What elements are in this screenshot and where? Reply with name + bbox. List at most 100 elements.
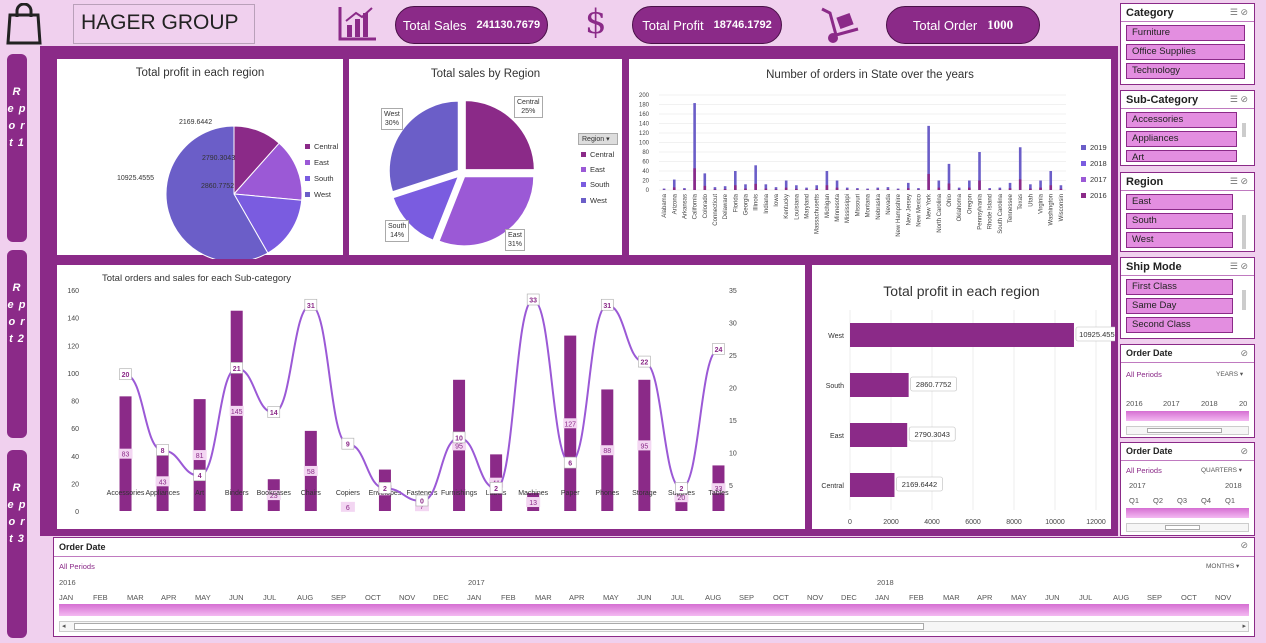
region-filter-button[interactable]: Region ▾ xyxy=(578,133,618,145)
scrollbar[interactable] xyxy=(1242,290,1246,310)
report3-button[interactable]: R e p o r t 3 xyxy=(7,450,27,638)
slicer-ship-mode[interactable]: Ship Mode ☰ ⊘ First Class Same Day Secon… xyxy=(1120,257,1255,339)
multiselect-clear-icons[interactable]: ☰ ⊘ xyxy=(1229,7,1248,17)
timeline-month: APR xyxy=(161,593,177,602)
timeline-bar[interactable] xyxy=(59,604,1249,616)
bar-value-label: 20 xyxy=(678,495,686,502)
clear-filter-icon[interactable]: ⊘ xyxy=(1240,348,1248,358)
timeline-level[interactable]: QUARTERS ▾ xyxy=(1201,467,1243,474)
bar-value-label: 7 xyxy=(420,504,424,511)
slicer-item[interactable]: Same Day xyxy=(1126,298,1233,314)
bar-value-label: 6 xyxy=(346,505,350,512)
x-tick-label: Storage xyxy=(632,490,657,497)
line-value-label: 6 xyxy=(568,461,572,468)
slicer-item[interactable]: First Class xyxy=(1126,279,1233,295)
hand-truck-icon xyxy=(818,5,864,45)
slicer-item[interactable]: West xyxy=(1126,232,1233,248)
profit-pie-panel: Total profit in each region Central East… xyxy=(55,57,345,259)
report1-button[interactable]: R e p o r t 1 xyxy=(7,54,27,242)
multiselect-clear-icons[interactable]: ☰ ⊘ xyxy=(1229,176,1248,186)
pie-label-east: 2790.3043 xyxy=(202,155,236,162)
kpi-value: 18746.1792 xyxy=(713,19,772,31)
line-value-label: 2 xyxy=(383,486,387,493)
scroll-thumb[interactable] xyxy=(74,623,924,630)
bar-illinois xyxy=(754,165,757,190)
bar-value-label: 95 xyxy=(455,443,463,450)
slicer-region[interactable]: Region ☰ ⊘ East South West xyxy=(1120,172,1255,252)
y-right-tick: 20 xyxy=(729,386,737,393)
timeline-level[interactable]: MONTHS ▾ xyxy=(1206,563,1240,570)
timeline-month: OCT xyxy=(1181,593,1197,602)
bar-wisconsin xyxy=(1059,185,1063,190)
bar-value-label: 43 xyxy=(159,479,167,486)
timeline-tick: Q4 xyxy=(1201,496,1212,505)
slicer-item[interactable]: East xyxy=(1126,194,1233,210)
slicer-item[interactable]: South xyxy=(1126,213,1233,229)
y-tick-label: 120 xyxy=(639,131,650,137)
bar-west xyxy=(850,323,1074,347)
scroll-right-icon[interactable]: ▸ xyxy=(1242,623,1246,630)
bar-florida xyxy=(734,171,737,190)
timeline-month: SEP xyxy=(739,593,755,602)
timeline-years[interactable]: Order Date ⊘ All Periods YEARS ▾ 2016 20… xyxy=(1120,344,1255,438)
timeline-period: All Periods xyxy=(1126,370,1162,379)
multiselect-clear-icons[interactable]: ☰ ⊘ xyxy=(1229,94,1248,104)
chart-title: Total profit in each region xyxy=(135,67,265,79)
timeline-month: OCT xyxy=(773,593,789,602)
bar-massachusetts xyxy=(815,185,819,190)
slicer-item[interactable]: Art xyxy=(1126,150,1237,163)
timeline-scrollbar[interactable]: ◂ ▸ xyxy=(59,621,1249,632)
pie-label-west: 10925.4555 xyxy=(117,175,154,182)
line-value-label: 22 xyxy=(640,360,648,367)
x-tick-label: Utah xyxy=(1028,194,1034,207)
bar-delaware xyxy=(723,186,727,190)
timeline-period: All Periods xyxy=(1126,466,1162,475)
slicer-item[interactable]: Appliances xyxy=(1126,131,1237,147)
bar-value-label: 23 xyxy=(270,493,278,500)
timeline-bar[interactable] xyxy=(1126,411,1249,421)
x-tick-label: New Mexico xyxy=(916,193,922,226)
slicer-item[interactable]: Office Supplies xyxy=(1126,44,1245,60)
x-tick-label: Virginia xyxy=(1039,193,1045,214)
kpi-value: 1000 xyxy=(987,17,1014,32)
y-tick-label: 180 xyxy=(639,103,650,109)
timeline-month: JUN xyxy=(1045,593,1060,602)
timeline-scrollbar[interactable] xyxy=(1126,523,1249,532)
report2-button[interactable]: R e p o r t 2 xyxy=(7,250,27,438)
y-right-tick: 25 xyxy=(729,353,737,360)
timeline-quarters[interactable]: Order Date ⊘ All Periods QUARTERS ▾ 2017… xyxy=(1120,442,1255,536)
clear-filter-icon[interactable]: ⊘ xyxy=(1240,540,1248,550)
scrollbar[interactable] xyxy=(1242,215,1246,249)
timeline-scrollbar[interactable] xyxy=(1126,426,1249,435)
timeline-month: NOV xyxy=(807,593,824,602)
kpi-label: Total Sales xyxy=(402,17,467,33)
subcategory-panel: Total orders and sales for each Sub-cate… xyxy=(55,263,807,531)
legend-item-2018: 2018 xyxy=(1081,159,1107,168)
x-tick-label: Accessories xyxy=(107,490,145,497)
timeline-level[interactable]: YEARS ▾ xyxy=(1216,371,1244,378)
bar-kentucky xyxy=(784,180,788,190)
scroll-left-icon[interactable]: ◂ xyxy=(62,623,66,630)
timeline-month: FEB xyxy=(909,593,924,602)
slicer-subcategory[interactable]: Sub-Category ☰ ⊘ Accessories Appliances … xyxy=(1120,90,1255,166)
bar-value-label: 83 xyxy=(122,452,130,459)
multiselect-clear-icons[interactable]: ☰ ⊘ xyxy=(1229,261,1248,271)
timeline-month: AUG xyxy=(297,593,314,602)
x-tick-label: New Hampshire xyxy=(896,193,902,236)
bar-missouri xyxy=(856,188,859,190)
pie-slice-east xyxy=(437,175,536,248)
slicer-item[interactable]: Furniture xyxy=(1126,25,1245,41)
x-tick-label: Tennessee xyxy=(1008,193,1014,223)
scrollbar[interactable] xyxy=(1242,123,1246,137)
x-tick-label: Washington xyxy=(1049,194,1055,225)
slicer-category[interactable]: Category ☰ ⊘ Furniture Office Supplies T… xyxy=(1120,3,1255,85)
timeline-month: JUL xyxy=(263,593,277,602)
slicer-item[interactable]: Technology xyxy=(1126,63,1245,79)
slicer-item[interactable]: Second Class xyxy=(1126,317,1233,333)
timeline-bar[interactable] xyxy=(1126,508,1249,518)
timeline-months[interactable]: Order Date ⊘ All Periods MONTHS ▾ 2016 2… xyxy=(53,537,1255,637)
slicer-item[interactable]: Accessories xyxy=(1126,112,1237,128)
timeline-month: APR xyxy=(569,593,585,602)
kpi-label: Total Profit xyxy=(642,17,704,33)
clear-filter-icon[interactable]: ⊘ xyxy=(1240,446,1248,456)
